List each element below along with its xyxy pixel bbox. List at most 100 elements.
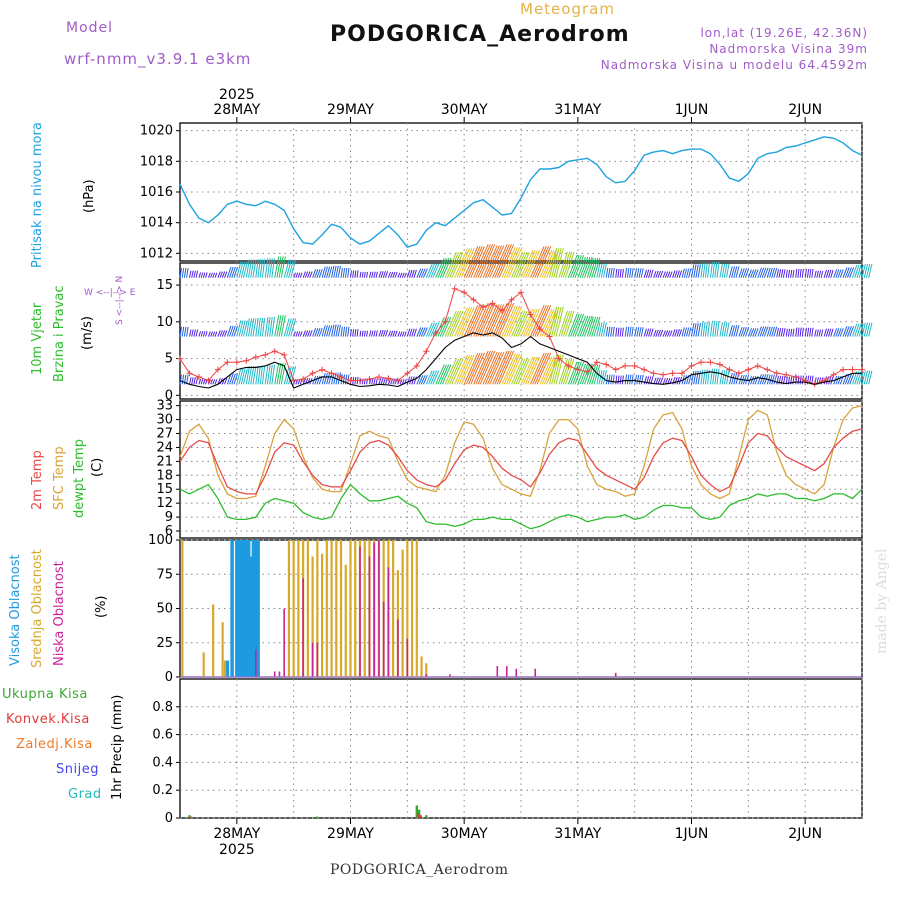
wind-arrow	[645, 328, 650, 337]
wind-arrow	[489, 351, 505, 385]
wind-arrow	[458, 354, 473, 385]
wind-arrow	[266, 317, 271, 337]
wind-arrow	[492, 244, 508, 278]
wind-arrow	[548, 306, 558, 337]
wind-ytick-label: 10	[156, 315, 173, 330]
wind-arrow	[295, 272, 299, 278]
wind-arrow	[617, 268, 620, 278]
wind-arrow	[397, 331, 401, 337]
wind-arrow	[422, 375, 428, 385]
low-cloud-bar	[505, 666, 508, 677]
model-elevation: Nadmorska Visina u modelu 64.4592m	[600, 58, 868, 72]
wind-arrow	[444, 310, 457, 337]
wind-arrow	[430, 370, 438, 385]
wind-ytick-label: 5	[165, 352, 173, 367]
wind-arrow	[508, 305, 523, 337]
wind-arrow	[515, 252, 528, 278]
wind-arrow	[861, 370, 866, 385]
wind-arrow	[681, 327, 685, 337]
wind-arrow	[451, 310, 464, 337]
wind-arrow	[463, 246, 479, 278]
wind-arrow	[484, 351, 500, 385]
gust-marker	[489, 300, 496, 307]
wind-arrow	[288, 366, 294, 385]
wind-arrow	[210, 272, 213, 278]
gust-marker	[527, 311, 534, 318]
wind-arrow	[200, 378, 204, 385]
wind-arrow	[728, 325, 733, 337]
wind-arrow	[744, 374, 750, 385]
wind-arrow	[195, 329, 199, 337]
wind-arrow	[697, 264, 701, 278]
wind-arrow	[712, 320, 716, 337]
wind-arrow	[511, 252, 524, 278]
wind-arrow	[264, 317, 269, 337]
wind-arrow	[868, 322, 873, 337]
day-label-bottom: 30MAY	[441, 826, 488, 842]
wind-arrow	[224, 330, 228, 337]
wind-arrow	[593, 364, 601, 385]
wind-arrow	[340, 374, 343, 385]
wind-arrow	[458, 248, 473, 278]
gust-marker	[508, 296, 515, 303]
elevation: Nadmorska Visina 39m	[709, 42, 868, 56]
wind-arrow	[716, 262, 720, 278]
wind-arrow	[631, 374, 634, 385]
wind-arrow	[681, 268, 685, 278]
wind-arrow	[250, 366, 255, 385]
wind-arrow	[219, 271, 223, 278]
gust-marker	[849, 366, 856, 373]
wind-arrow	[418, 268, 424, 278]
wind-compass-we: W <--|--> E	[84, 288, 136, 298]
wind-arrow	[558, 310, 568, 337]
wind-arrow	[323, 266, 328, 278]
wind-arrow	[356, 329, 359, 337]
wind-arrow	[579, 363, 589, 385]
gust-marker	[631, 362, 638, 369]
wind-arrow	[640, 374, 644, 385]
wind-arrow	[188, 270, 192, 278]
gust-marker	[366, 376, 373, 383]
wind-arrow	[226, 373, 232, 385]
wind-arrow	[186, 326, 189, 337]
wind-arrow	[269, 364, 273, 385]
wind-arrow	[648, 328, 652, 337]
wind-arrow	[290, 366, 297, 385]
gust-marker	[243, 357, 250, 364]
wind-arrow	[350, 329, 352, 337]
gust-marker	[394, 377, 401, 384]
wind-arrow	[577, 363, 587, 385]
gust-marker	[584, 368, 591, 375]
wind-arrow	[394, 378, 398, 385]
wind-arrow	[697, 323, 701, 337]
wind-arrow	[195, 270, 199, 278]
wind-arrow	[517, 252, 530, 278]
wind-arrow	[858, 323, 864, 337]
wind-arrow	[503, 305, 519, 337]
wind-arrow	[797, 268, 800, 278]
wind-arrow	[354, 329, 357, 337]
wind-arrow	[314, 327, 319, 337]
wind-arrow	[390, 271, 394, 278]
wind-arrow	[650, 269, 654, 278]
wind-arrow	[532, 352, 547, 385]
wind-arrow	[560, 251, 571, 278]
wind-arrow	[460, 306, 475, 337]
year-label-bottom: 2025	[219, 842, 255, 858]
wind-arrow	[688, 268, 692, 278]
wind-arrow	[316, 327, 321, 337]
wind-arrow	[833, 328, 838, 337]
wind-arrow	[224, 377, 228, 385]
wind-arrow	[579, 315, 589, 337]
wind-arrow	[617, 327, 620, 337]
wind-arrow	[501, 246, 516, 278]
wind-arrow	[532, 304, 547, 337]
wind-arrow	[865, 322, 871, 337]
gust-marker	[697, 359, 704, 366]
wind-arrow	[567, 313, 578, 337]
wind-arrow	[255, 365, 259, 385]
wind-arrow	[797, 375, 800, 385]
wind-arrow	[465, 352, 481, 385]
wind-arrow	[605, 374, 609, 385]
wind-arrow	[473, 303, 489, 337]
